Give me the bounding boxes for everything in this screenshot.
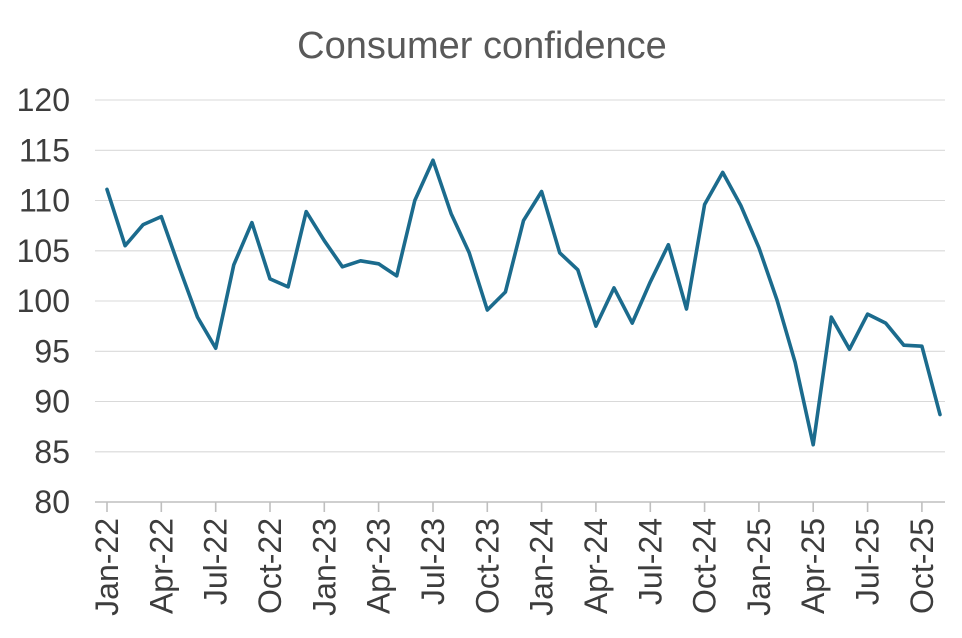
x-axis-tick-label: Oct-22 <box>252 518 288 614</box>
chart-title: Consumer confidence <box>297 25 667 67</box>
y-axis-tick-label: 90 <box>34 384 70 420</box>
x-axis-tick-label: Jul-23 <box>415 518 451 605</box>
y-axis-tick-label: 110 <box>19 183 70 219</box>
x-axis-tick-label: Jul-25 <box>850 518 886 605</box>
y-axis-tick-label: 105 <box>17 233 70 269</box>
y-axis-tick-label: 80 <box>34 484 70 520</box>
x-axis-tick-label: Apr-24 <box>578 518 614 614</box>
x-axis-tick-label: Jan-25 <box>741 518 777 616</box>
y-axis-tick-label: 120 <box>17 82 70 118</box>
x-axis-tick-label: Apr-22 <box>143 518 179 614</box>
x-axis-tick-label: Oct-23 <box>469 518 505 614</box>
y-axis-tick-label: 100 <box>17 283 70 319</box>
x-axis-tick-label: Apr-25 <box>795 518 831 614</box>
y-axis-tick-label: 95 <box>34 333 70 369</box>
x-axis-tick-label: Oct-24 <box>687 518 723 614</box>
x-axis-tick-label: Jul-22 <box>198 518 234 605</box>
y-axis-tick-label: 85 <box>34 434 70 470</box>
x-axis-tick-label: Apr-23 <box>361 518 397 614</box>
x-axis-tick-label: Oct-25 <box>904 518 940 614</box>
y-axis-tick-label: 115 <box>19 132 70 168</box>
x-axis-tick-label: Jan-24 <box>524 518 560 616</box>
x-axis-tick-label: Jan-23 <box>306 518 342 616</box>
x-axis-tick-label: Jul-24 <box>632 518 668 605</box>
consumer-confidence-line-series <box>105 158 942 447</box>
plot-area: 80 85 90 95 100 105 110 115 120 Jan-22 Apr-22 Jul-2… <box>17 82 945 616</box>
x-axis-tick-label: Jan-22 <box>89 518 125 616</box>
